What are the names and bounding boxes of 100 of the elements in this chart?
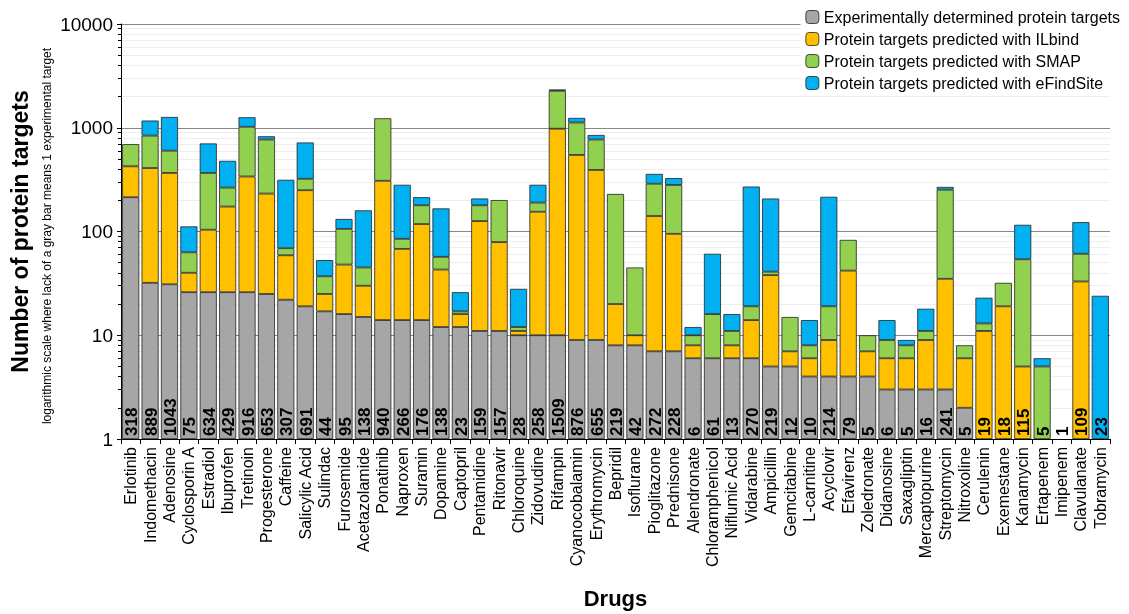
x-tick-label: Saxagliptin: [897, 447, 915, 526]
annotation: 5: [897, 426, 917, 436]
x-tick-label: Prednisone: [665, 446, 683, 528]
annotation: 940: [374, 407, 394, 436]
y-tick-label: 1: [102, 428, 113, 450]
x-tick-label: Erythromycin: [587, 447, 605, 541]
annotation: 28: [510, 417, 530, 436]
annotation: 13: [723, 417, 743, 436]
x-tick-label: Zidovudine: [529, 446, 547, 526]
x-tick-label: Indomethacin: [141, 447, 159, 544]
annotation: 79: [839, 417, 859, 436]
x-tick-label: Vidarabine: [742, 446, 760, 524]
annotation: 655: [587, 407, 607, 436]
annotation: 1: [1053, 426, 1073, 436]
x-tick-label: Ponatinib: [374, 446, 392, 514]
x-tick-label: Mercaptopurine: [917, 446, 935, 559]
annotation: 75: [180, 417, 200, 436]
annotation: 1509: [548, 398, 568, 436]
x-tick-label: Kanamycin: [1014, 447, 1032, 527]
annotation: 42: [626, 417, 646, 436]
x-tick-label: Acetazolamide: [354, 446, 372, 552]
x-tick-label: Chloramphenicol: [703, 447, 721, 568]
annotation: 219: [762, 407, 782, 436]
annotation: 109: [1072, 407, 1092, 436]
annotation: 916: [238, 407, 258, 436]
annotation: 1043: [160, 398, 180, 436]
y-tick-label: 10: [91, 324, 113, 346]
x-tick-label: Cyanocobalamin: [568, 447, 586, 567]
annotation: 5: [1033, 426, 1053, 436]
x-tick-label: Alendronate: [684, 446, 702, 534]
x-tick-label: Didanosine: [878, 446, 896, 528]
x-tick-label: Tretinoin: [238, 447, 256, 509]
annotation: 270: [742, 407, 762, 436]
annotation: 889: [141, 407, 161, 436]
x-tick-label: Acyclovir: [820, 446, 838, 512]
annotation: 241: [936, 407, 956, 436]
annotation: 95: [335, 417, 355, 436]
x-tick-label: Niflumic Acid: [723, 447, 741, 539]
annotation: 18: [994, 417, 1014, 436]
x-tick-label: Progesterone: [257, 446, 275, 544]
bar: [762, 198, 780, 272]
annotation: 691: [296, 407, 316, 436]
annotation: 653: [257, 407, 277, 436]
x-tick-label: Gemcitabine: [781, 446, 799, 537]
x-tick-label: Adenosine: [160, 446, 178, 523]
x-tick-label: Suramin: [413, 447, 431, 507]
annotation: 44: [316, 416, 336, 436]
x-tick-label: Bepridil: [607, 447, 624, 501]
annotation: 272: [645, 407, 665, 436]
annotation: 266: [393, 407, 413, 436]
x-tick-label: Pentamidine: [471, 446, 489, 536]
x-tick-label: Sulindac: [316, 447, 334, 509]
annotation: 12: [781, 417, 801, 436]
x-tick-label: Chloroquine: [510, 446, 528, 534]
x-tick-label: Ritonavir: [490, 446, 508, 511]
x-tick-label: Exemestane: [994, 446, 1012, 536]
bar: [510, 335, 528, 439]
x-tick-label: Dopamine: [432, 446, 450, 520]
y-tick-label: 1000: [70, 117, 113, 139]
annotation: 115: [1014, 408, 1034, 436]
x-tick-label: Estradiol: [199, 447, 217, 510]
annotation: 6: [878, 426, 898, 436]
annotation: 228: [665, 407, 685, 436]
x-tick-label: Zoledronate: [859, 446, 877, 533]
annotation: 16: [917, 417, 937, 436]
x-tick-label: Caffeine: [277, 446, 295, 507]
bar: [1091, 295, 1109, 439]
annotation: 429: [219, 407, 239, 436]
bar: [510, 288, 528, 328]
annotation: 176: [413, 407, 433, 436]
x-tick-label: L-carnitine: [800, 446, 818, 522]
y-tick-label: 100: [81, 221, 113, 242]
legend-label: Protein targets predicted with SMAP: [823, 52, 1081, 70]
x-tick-label: Salicylic Acid: [296, 447, 314, 540]
annotation: 258: [529, 407, 549, 436]
x-tick-label: Rifampin: [548, 447, 566, 511]
annotation: 23: [451, 417, 471, 436]
x-tick-label: Nitroxoline: [956, 446, 974, 523]
x-tick-label: Isoflurane: [626, 446, 644, 518]
annotation: 19: [975, 417, 995, 436]
x-tick-label: Tobramycin: [1091, 447, 1109, 529]
x-tick-label: Captopril: [451, 447, 469, 512]
x-tick-label: Clavulanate: [1072, 446, 1090, 532]
bar: [451, 292, 469, 312]
x-tick-label: Ibuprofen: [219, 447, 237, 515]
x-axis-title: Drugs: [583, 585, 648, 611]
x-tick-label: Streptomycin: [936, 447, 954, 541]
y-tick-label: 10000: [60, 13, 113, 35]
x-tick-label: Furosemide: [335, 446, 353, 532]
annotation: 159: [471, 407, 491, 436]
annotation: 876: [568, 407, 588, 436]
y-axis-title: Number of protein targets: [6, 90, 33, 373]
text: logarithmic scale where lack of a gray bar means 1 experimental target: [40, 47, 54, 425]
annotation: 214: [820, 407, 840, 436]
x-tick-label: Cyclosporin A: [180, 446, 198, 545]
annotation: 634: [199, 407, 219, 436]
annotation: 6: [684, 426, 704, 436]
x-tick-label: Ampicillin: [762, 447, 780, 515]
annotation: 23: [1091, 417, 1111, 436]
x-tick-label: Erlotinib: [122, 446, 140, 505]
